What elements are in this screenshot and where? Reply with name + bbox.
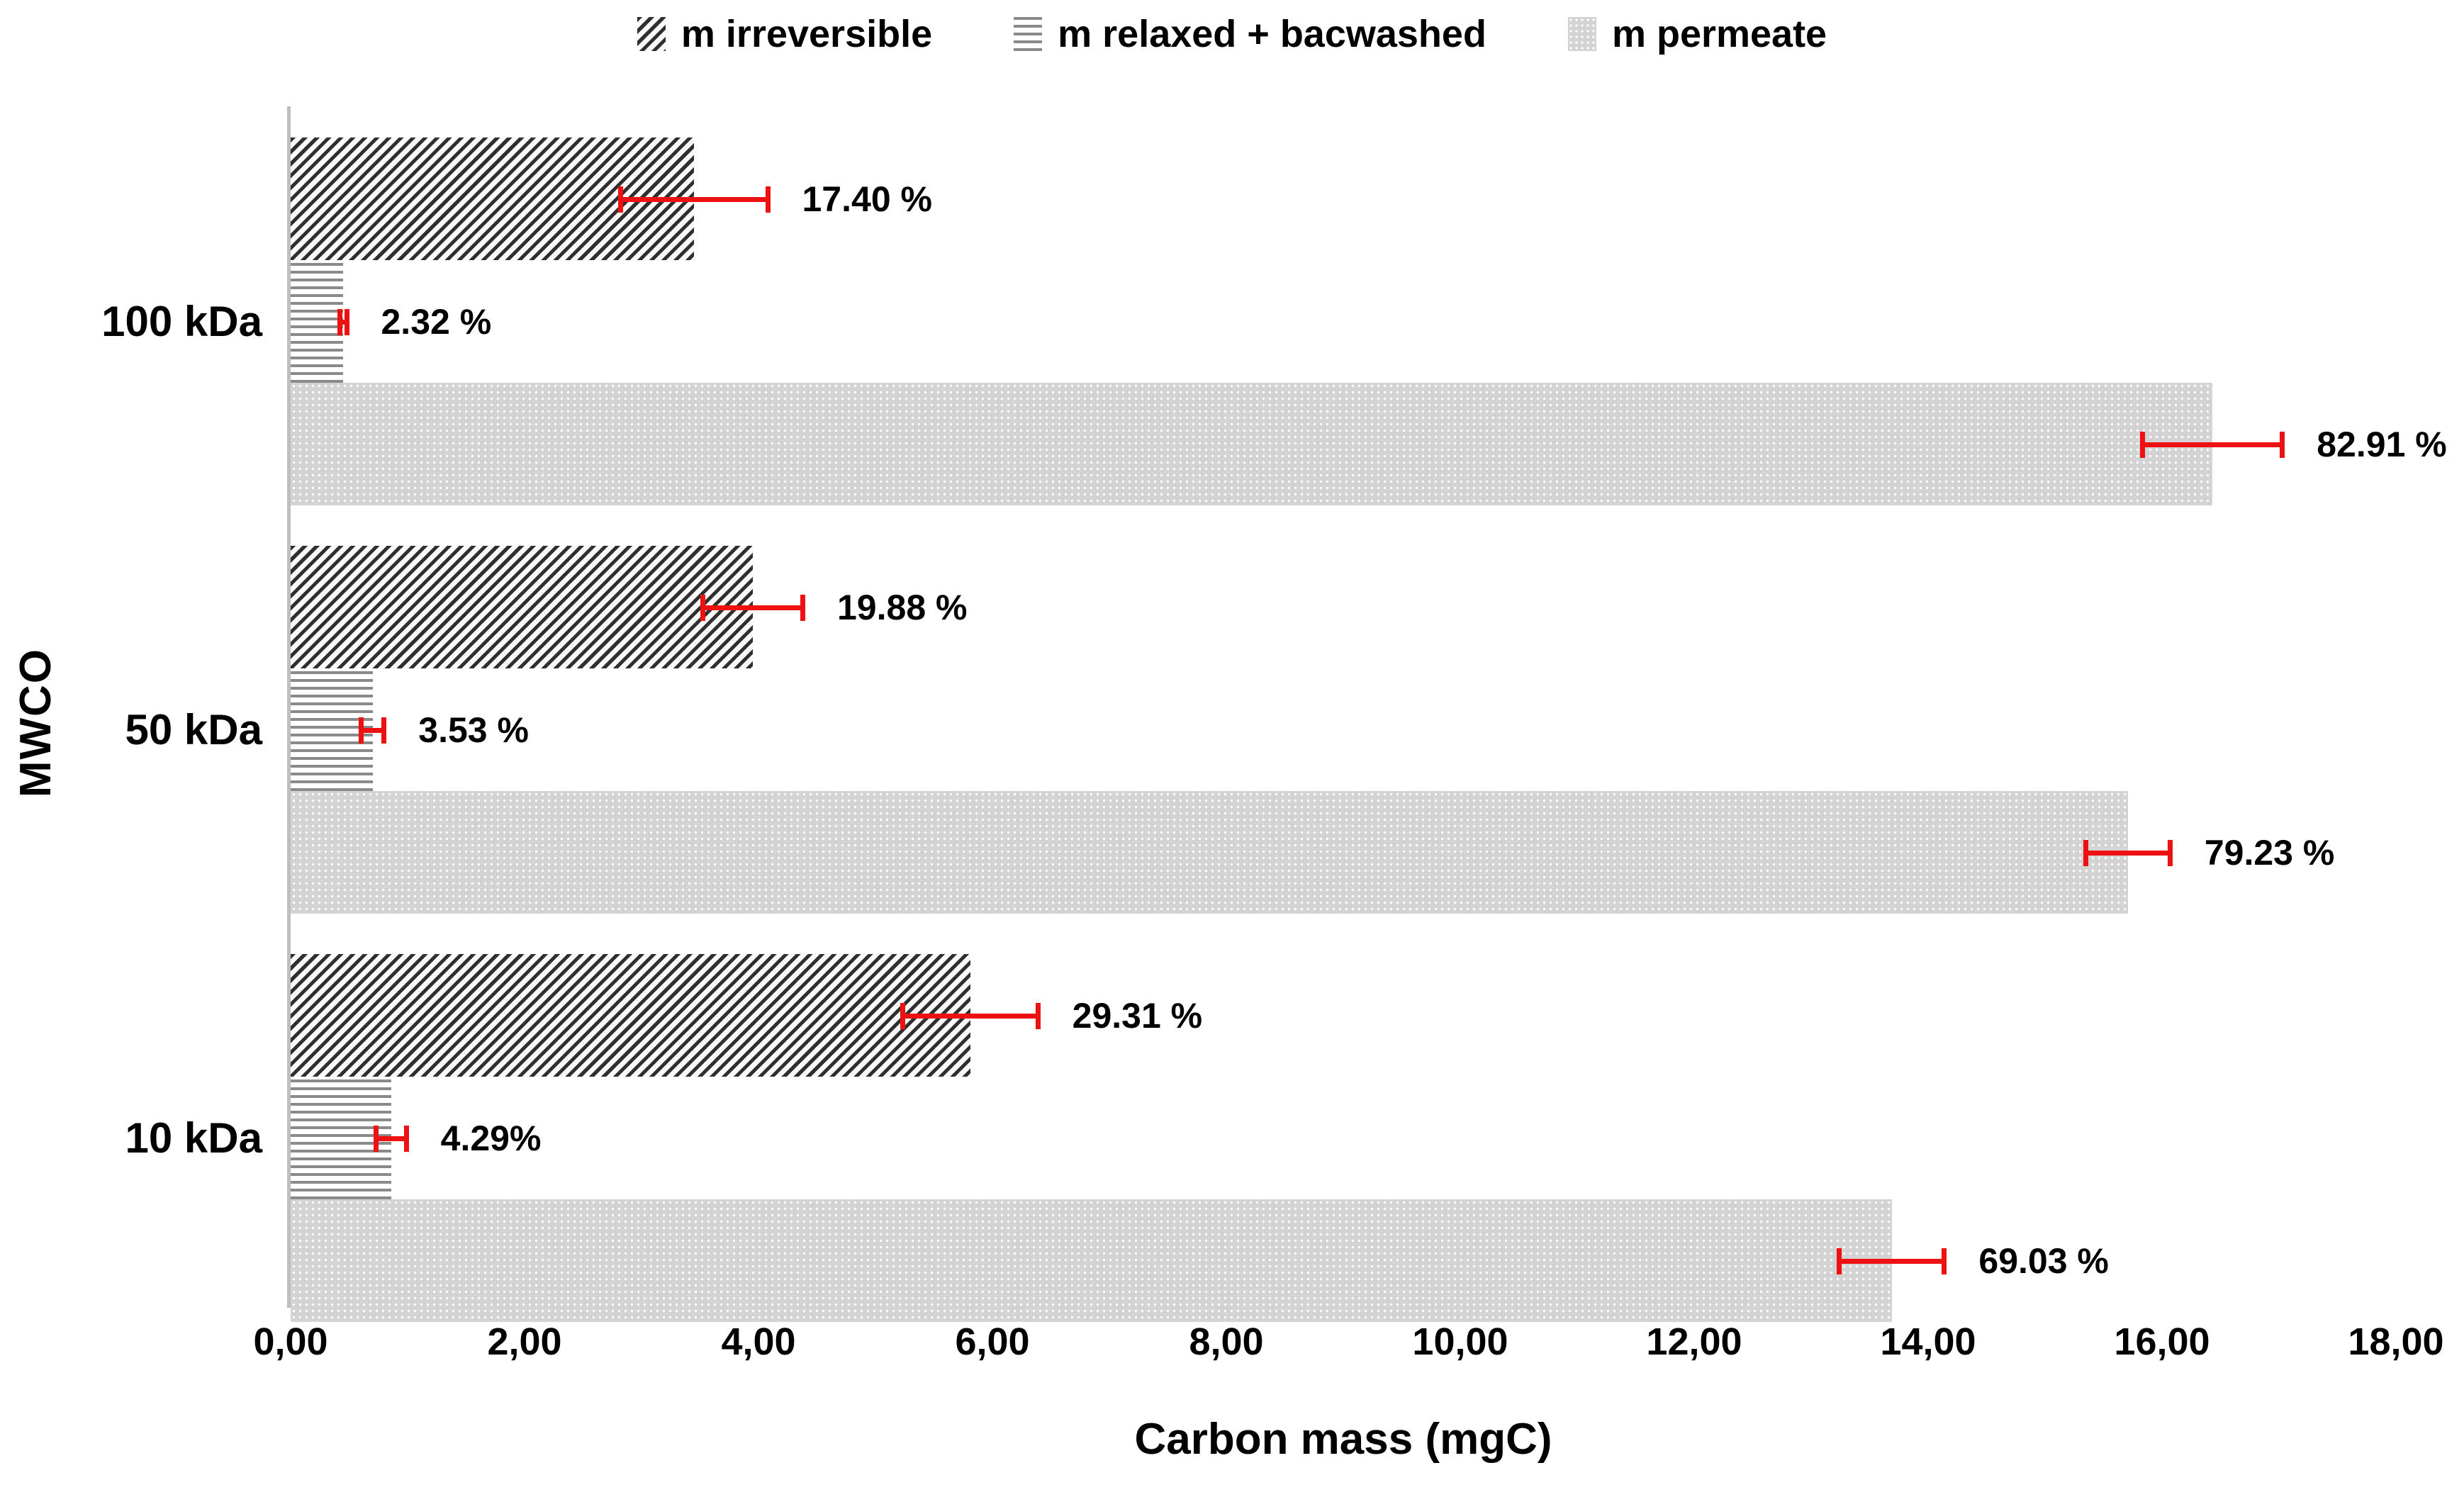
error-bar-relaxed-backwashed-100-kda <box>337 308 349 335</box>
x-tick-4-00: 4,00 <box>721 1321 796 1363</box>
data-label-relaxed-backwashed-10-kda: 4.29% <box>440 1118 542 1158</box>
error-bar-line <box>358 727 387 733</box>
plot-area: 17.40 % 2.32 % 82.91 % 19.88 % 3.53 % 79.23 %… <box>287 106 2447 1322</box>
error-bar-permeate-10-kda <box>1837 1248 1947 1274</box>
legend: m irreversible m relaxed + bacwashed m per… <box>0 6 2464 62</box>
error-bar-permeate-50-kda <box>2083 839 2173 866</box>
x-tick-10-00: 10,00 <box>1412 1321 1508 1363</box>
error-bar-line <box>374 1136 409 1141</box>
category-label-10-kda: 10 kDa <box>125 1114 262 1162</box>
data-label-permeate-100-kda: 82.91 % <box>2317 424 2447 464</box>
legend-label-permeate: m permeate <box>1611 13 1827 55</box>
category-label-50-kda: 50 kDa <box>125 705 262 753</box>
x-axis-title: Carbon mass (mgC) <box>1134 1415 1552 1464</box>
error-bar-right-cap <box>344 308 349 335</box>
error-bar-left-cap <box>2139 431 2145 458</box>
error-bar-line <box>700 605 805 610</box>
error-bar-right-cap <box>2280 431 2285 458</box>
legend-swatch-permeate-icon <box>1567 17 1596 51</box>
error-bar-line <box>2139 442 2285 447</box>
legend-item-relaxed-backwashed: m relaxed + bacwashed <box>1014 12 1486 56</box>
error-bar-left-cap <box>337 308 342 335</box>
data-label-permeate-50-kda: 79.23 % <box>2204 832 2335 873</box>
error-bar-right-cap <box>765 186 771 213</box>
x-tick-8-00: 8,00 <box>1189 1321 1264 1363</box>
data-label-irreversible-50-kda: 19.88 % <box>837 587 968 627</box>
error-bar-right-cap <box>1942 1248 1947 1274</box>
legend-swatch-relaxed-backwashed-icon <box>1014 17 1043 51</box>
data-label-relaxed-backwashed-50-kda: 3.53 % <box>418 710 529 750</box>
legend-label-relaxed-backwashed: m relaxed + bacwashed <box>1058 13 1486 55</box>
x-tick-0-00: 0,00 <box>253 1321 328 1363</box>
error-bar-left-cap <box>618 186 623 213</box>
error-bar-left-cap <box>900 1002 905 1029</box>
data-label-irreversible-10-kda: 29.31 % <box>1072 995 1203 1036</box>
error-bar-irreversible-10-kda <box>900 1002 1041 1029</box>
error-bar-irreversible-100-kda <box>618 186 771 213</box>
error-bar-right-cap <box>2167 839 2173 866</box>
error-bar-permeate-100-kda <box>2139 431 2285 458</box>
error-bar-left-cap <box>358 717 364 744</box>
x-tick-2-00: 2,00 <box>487 1321 562 1363</box>
error-bar-relaxed-backwashed-50-kda <box>358 717 387 744</box>
error-bar-line <box>2083 850 2173 856</box>
data-label-relaxed-backwashed-100-kda: 2.32 % <box>381 301 492 342</box>
y-axis-line <box>287 106 291 1308</box>
error-bar-right-cap <box>800 594 805 621</box>
bar-permeate-100-kda <box>291 383 2212 505</box>
x-tick-16-00: 16,00 <box>2114 1321 2210 1363</box>
bar-permeate-10-kda <box>291 1199 1892 1322</box>
data-label-irreversible-100-kda: 17.40 % <box>802 179 932 219</box>
error-bar-left-cap <box>1837 1248 1842 1274</box>
category-label-100-kda: 100 kDa <box>101 297 262 345</box>
error-bar-line <box>900 1013 1041 1019</box>
error-bar-line <box>1837 1258 1947 1264</box>
x-tick-18-00: 18,00 <box>2348 1321 2444 1363</box>
bar-irreversible-50-kda <box>291 546 753 668</box>
error-bar-left-cap <box>700 594 705 621</box>
error-bar-right-cap <box>1035 1002 1041 1029</box>
bar-irreversible-10-kda <box>291 954 970 1077</box>
legend-item-irreversible: m irreversible <box>637 12 932 56</box>
data-label-permeate-10-kda: 69.03 % <box>1978 1240 2109 1281</box>
error-bar-line <box>618 196 771 202</box>
error-bar-line <box>337 319 349 325</box>
error-bar-relaxed-backwashed-10-kda <box>374 1125 409 1152</box>
error-bar-right-cap <box>381 717 387 744</box>
legend-swatch-irreversible-icon <box>637 17 666 51</box>
error-bar-left-cap <box>374 1125 379 1152</box>
error-bar-irreversible-50-kda <box>700 594 805 621</box>
bar-relaxed-backwashed-100-kda <box>291 260 344 383</box>
x-tick-6-00: 6,00 <box>955 1321 1030 1363</box>
legend-item-permeate: m permeate <box>1567 12 1827 56</box>
x-tick-14-00: 14,00 <box>1880 1321 1976 1363</box>
error-bar-left-cap <box>2083 839 2089 866</box>
x-tick-12-00: 12,00 <box>1646 1321 1742 1363</box>
error-bar-right-cap <box>403 1125 409 1152</box>
bar-permeate-50-kda <box>291 791 2129 914</box>
legend-label-irreversible: m irreversible <box>681 13 933 55</box>
